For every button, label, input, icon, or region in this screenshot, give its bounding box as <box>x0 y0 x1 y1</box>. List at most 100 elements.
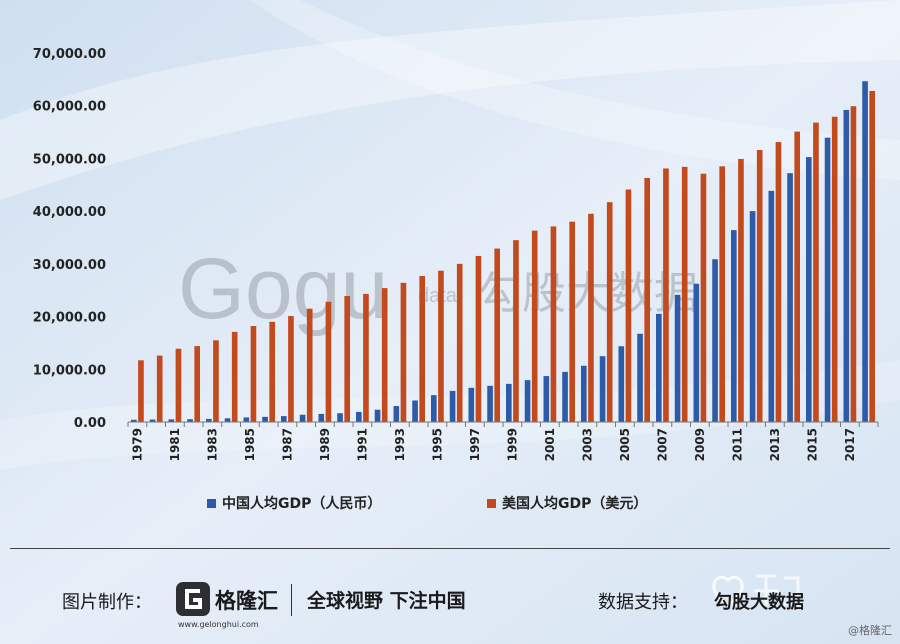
x-tick-label: 2001 <box>543 428 557 461</box>
bar-china-2008 <box>674 294 681 422</box>
x-tick-label: 1991 <box>355 428 369 461</box>
bar-china-1983 <box>206 418 212 422</box>
x-tick-label: 1981 <box>168 428 182 461</box>
y-tick-label: 70,000.00 <box>33 47 106 62</box>
legend-label-usa: 美国人均GDP（美元） <box>502 495 647 512</box>
footer-vertical-divider <box>291 584 292 616</box>
bar-usa-1995 <box>438 270 444 422</box>
x-tick-label: 2003 <box>580 428 594 461</box>
support-label: 数据支持： <box>598 592 688 613</box>
bar-china-2001 <box>543 376 550 422</box>
bar-china-1994 <box>412 400 418 422</box>
x-axis-ticks: 1979 1981 1983 1985 1987 1989 1991 1993 1995 1997… <box>127 422 879 461</box>
x-tick-label: 2007 <box>655 428 669 461</box>
x-tick-label: 1983 <box>205 428 219 461</box>
bar-usa-1982 <box>194 346 201 422</box>
bar-usa-1998 <box>494 248 501 422</box>
bar-china-1987 <box>281 416 287 422</box>
bar-china-1997 <box>468 387 475 422</box>
bar-usa-1997 <box>475 255 482 422</box>
x-tick-label: 1987 <box>280 428 294 461</box>
bar-usa-2017 <box>850 106 857 423</box>
bar-china-2000 <box>524 380 531 422</box>
bar-china-1990 <box>337 413 343 422</box>
bar-usa-1991 <box>363 293 369 422</box>
bar-china-1985 <box>243 417 250 422</box>
bar-china-1992 <box>374 409 381 422</box>
bar-china-1999 <box>506 383 512 422</box>
bar-usa-2018 <box>869 90 876 422</box>
support-name: 勾股大数据 <box>714 592 804 613</box>
bar-usa-2007 <box>663 168 669 422</box>
bar-usa-1984 <box>231 331 238 422</box>
bar-usa-1990 <box>344 296 351 422</box>
bar-usa-1988 <box>306 308 313 422</box>
bar-usa-1996 <box>456 263 463 422</box>
bar-china-1984 <box>224 418 231 422</box>
bar-usa-1999 <box>513 240 519 422</box>
bar-usa-1980 <box>156 355 163 422</box>
footer-divider-line <box>10 548 890 549</box>
bar-china-1995 <box>431 395 437 422</box>
x-tick-label: 1995 <box>430 428 444 461</box>
bar-china-1979 <box>131 419 137 422</box>
x-tick-label: 2017 <box>843 428 857 461</box>
x-tick-label: 1989 <box>318 428 332 461</box>
bar-china-2007 <box>656 313 662 422</box>
bar-china-2003 <box>581 365 587 422</box>
bar-usa-1983 <box>213 340 219 422</box>
bar-china-1991 <box>356 411 362 422</box>
y-tick-label: 50,000.00 <box>33 152 106 167</box>
watermark: Gogu data 勾股大数据 <box>178 241 698 337</box>
x-tick-label: 1999 <box>505 428 519 461</box>
corner-watermark: @格隆汇 <box>848 624 892 637</box>
y-axis-ticks: 0.00 10,000.00 20,000.00 30,000.00 40,000.00… <box>33 47 106 431</box>
brand-logo <box>176 582 210 616</box>
bar-china-2010 <box>712 259 718 422</box>
bar-usa-2001 <box>550 226 557 422</box>
credit-label: 图片制作： <box>62 592 152 613</box>
x-tick-label: 1985 <box>243 428 257 461</box>
bar-china-1998 <box>487 385 493 422</box>
bar-china-2002 <box>562 371 568 422</box>
brand-url: www.gelonghui.com <box>178 620 259 629</box>
x-tick-label: 1997 <box>468 428 482 461</box>
legend: 中国人均GDP（人民币） 美国人均GDP（美元） <box>207 495 647 512</box>
bar-usa-1987 <box>288 316 294 422</box>
x-tick-label: 2011 <box>730 428 744 461</box>
bar-usa-2004 <box>606 202 613 422</box>
bar-china-2015 <box>806 157 812 423</box>
bar-usa-1979 <box>138 360 144 422</box>
seal-stamp-icon <box>712 574 800 609</box>
x-tick-label: 2005 <box>618 428 632 461</box>
bar-usa-2015 <box>813 122 819 422</box>
y-tick-label: 0.00 <box>74 416 106 431</box>
bar-usa-1992 <box>381 288 388 422</box>
bar-china-1996 <box>449 390 456 422</box>
x-tick-label: 2013 <box>768 428 782 461</box>
bar-usa-2014 <box>794 131 801 423</box>
x-tick-label: 2009 <box>693 428 707 461</box>
bar-china-2016 <box>824 137 831 422</box>
bar-china-1981 <box>168 419 175 422</box>
y-tick-label: 60,000.00 <box>33 100 106 115</box>
bar-china-1988 <box>299 414 306 422</box>
bar-usa-2002 <box>569 221 576 422</box>
bar-usa-2016 <box>831 116 838 422</box>
bar-usa-2003 <box>588 213 594 422</box>
bar-usa-2008 <box>681 166 688 422</box>
legend-swatch-china <box>207 499 216 508</box>
y-tick-label: 30,000.00 <box>33 258 106 273</box>
watermark-logo: Gogu <box>178 241 388 337</box>
bar-china-2004 <box>599 356 606 422</box>
bar-china-2018 <box>862 81 868 422</box>
bar-china-2005 <box>618 346 625 422</box>
bar-usa-2006 <box>644 177 651 422</box>
bar-china-1993 <box>393 406 400 422</box>
bar-usa-1986 <box>269 321 276 422</box>
bar-usa-2011 <box>738 158 744 422</box>
legend-swatch-usa <box>487 499 496 508</box>
bar-usa-1993 <box>400 282 407 422</box>
slogan: 全球视野 下注中国 <box>307 590 466 612</box>
bar-usa-2013 <box>775 142 782 422</box>
